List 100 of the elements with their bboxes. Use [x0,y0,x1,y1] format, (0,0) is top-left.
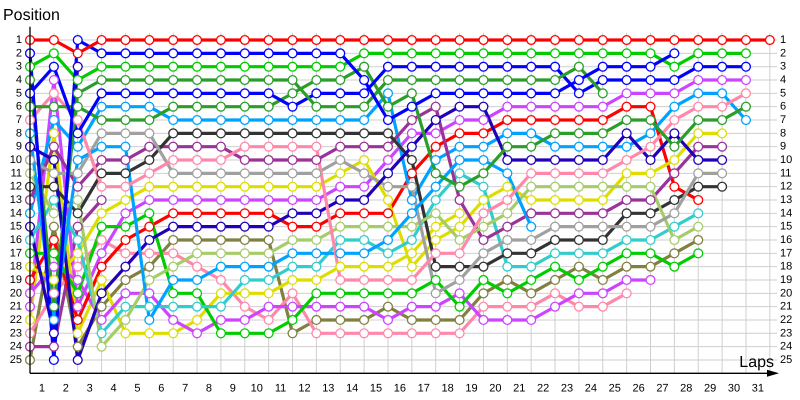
point [192,74,202,86]
x-tick-label: 22 [536,382,550,394]
point [48,274,59,286]
point [359,128,370,138]
point [669,102,680,112]
point [72,328,83,338]
point [406,34,417,46]
point [382,88,394,98]
point [72,354,83,366]
point [335,128,346,138]
point [192,62,202,72]
point [550,102,560,112]
point [502,114,512,126]
point [96,328,107,338]
point [192,34,202,46]
y-tick-label: 2 [16,47,22,60]
point [359,62,370,72]
x-tick-label: 21 [513,382,526,394]
point [382,182,394,192]
point [120,328,131,338]
point [740,34,752,46]
point [669,222,680,232]
point [430,328,441,338]
y2-tick-label: 13 [780,194,792,206]
point [72,182,83,192]
point [264,274,274,286]
point [454,114,465,126]
point [359,328,370,338]
point [120,274,131,286]
point [192,234,202,246]
point [335,248,346,258]
point [693,48,704,58]
point [502,128,512,138]
point [574,62,584,72]
point [717,142,728,152]
point [598,208,608,218]
point [359,114,370,126]
x-tick-label: 19 [465,382,478,394]
point [645,262,656,272]
point [598,142,608,152]
point [264,48,274,58]
point [406,168,417,178]
point [622,274,632,286]
point [120,168,131,178]
point [311,88,322,98]
point [406,314,417,326]
point [550,288,560,298]
point [502,302,512,312]
point [48,48,59,58]
point [335,274,346,286]
point [454,128,465,138]
point [382,288,394,298]
y2-tick-label: 20 [780,287,792,300]
point [144,114,154,126]
point [382,194,394,206]
point [598,102,608,112]
point [454,288,465,298]
point [240,62,250,72]
point [72,314,83,326]
point [598,62,608,72]
point [598,248,608,258]
point [406,128,417,138]
point [382,314,394,326]
point [144,128,154,138]
y2-tick-label: 14 [780,207,792,220]
point [693,168,704,178]
point [168,328,178,338]
point [192,128,202,138]
point [192,114,202,126]
point [264,114,274,126]
point [406,288,417,298]
point [406,88,417,98]
point [168,314,178,326]
point [120,114,131,126]
point [287,314,298,326]
y-tick-label: 6 [16,100,22,113]
point [96,102,107,112]
point [335,102,346,112]
point [645,128,656,138]
point [359,182,370,192]
point [502,222,512,232]
point [120,288,131,298]
point [406,102,417,112]
point [478,274,488,286]
y-tick-label: 17 [10,247,22,260]
point [120,182,131,192]
x-tick-label: 4 [110,382,117,394]
point [382,128,394,138]
point [502,62,512,72]
point [72,88,83,98]
point [406,302,417,312]
y2-tick-label: 25 [780,354,792,366]
point [168,62,178,72]
point [240,168,250,178]
point [574,208,584,218]
point [216,128,226,138]
point [454,142,465,152]
point [240,274,250,286]
point [645,208,656,218]
point [120,34,131,46]
